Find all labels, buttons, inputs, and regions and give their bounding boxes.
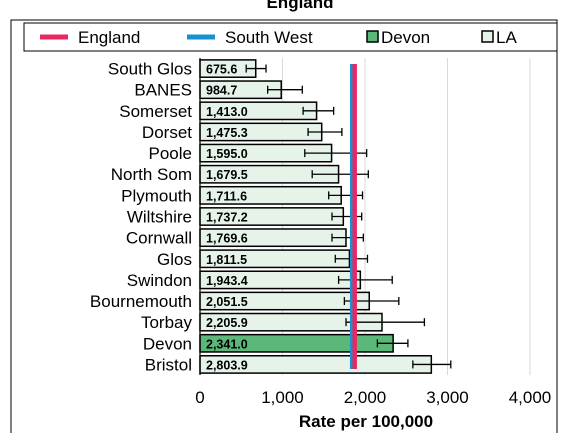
bar-group-plymouth: Plymouth 1,711.6 (121, 185, 364, 205)
legend-label-england: England (78, 28, 140, 47)
x-tick-label-1000: 1,000 (261, 388, 304, 407)
legend-item-south-west: South West (187, 28, 313, 47)
x-axis-label: Rate per 100,000 (299, 412, 433, 431)
x-tick-label-0: 0 (195, 388, 204, 407)
x-tick-label-3000: 3,000 (426, 388, 469, 407)
category-label-cornwall: Cornwall (126, 229, 192, 248)
legend-item-la: LA (481, 28, 517, 47)
bar-group-dorset: Dorset 1,475.3 (142, 122, 343, 142)
x-axis: 0 1,000 2,000 3,000 4,000 (195, 388, 551, 407)
bar-group-poole: Poole 1,595.0 (149, 143, 368, 163)
bar-group-torbay: Torbay 2,205.9 (141, 312, 426, 332)
value-label-swindon: 1,943.4 (206, 274, 248, 288)
x-tick-label-2000: 2,000 (344, 388, 387, 407)
value-label-plymouth: 1,711.6 (206, 189, 247, 203)
category-label-north-som: North Som (111, 165, 192, 184)
category-label-torbay: Torbay (141, 313, 193, 332)
legend-box (23, 22, 558, 52)
value-label-glos: 1,811.5 (206, 253, 247, 267)
legend-item-england: England (40, 28, 140, 47)
legend-swatch-la (481, 30, 494, 43)
bar-group-devon: Devon 2,341.0 (143, 333, 409, 353)
category-label-banes: BANES (134, 81, 192, 100)
value-label-bristol: 2,803.9 (206, 358, 248, 372)
bar-group-swindon: Swindon 1,943.4 (127, 270, 393, 290)
bar-group-north-som: North Som 1,679.5 (111, 164, 369, 184)
value-label-banes: 984.7 (206, 84, 237, 98)
category-label-plymouth: Plymouth (121, 186, 192, 205)
category-label-dorset: Dorset (142, 123, 192, 142)
value-label-devon: 2,341.0 (206, 337, 248, 351)
value-label-bournemouth: 2,051.5 (206, 295, 248, 309)
value-label-wiltshire: 1,737.2 (206, 211, 248, 225)
chart-title-group: England (0, 0, 569, 12)
legend-swatch-devon (366, 30, 379, 43)
x-tick-label-4000: 4,000 (509, 388, 552, 407)
legend: England South West Devon LA (23, 22, 558, 52)
bar-group-south-glos: South Glos 675.6 (108, 59, 267, 79)
bar-group-banes: BANES 984.7 (134, 80, 303, 100)
plot-area: South Glos 675.6 BANES 984.7 Somerset 1,413.0… (10, 19, 558, 435)
category-label-poole: Poole (149, 144, 192, 163)
category-label-somerset: Somerset (119, 102, 192, 121)
legend-label-devon: Devon (381, 28, 430, 47)
category-label-swindon: Swindon (127, 271, 192, 290)
bar-group-somerset: Somerset 1,413.0 (119, 101, 335, 121)
category-label-glos: Glos (157, 250, 192, 269)
value-label-dorset: 1,475.3 (206, 126, 248, 140)
value-label-somerset: 1,413.0 (206, 105, 248, 119)
value-label-cornwall: 1,769.6 (206, 232, 248, 246)
value-label-poole: 1,595.0 (206, 147, 248, 161)
value-label-south-glos: 675.6 (206, 63, 237, 77)
legend-item-devon: Devon (366, 28, 430, 47)
legend-label-south-west: South West (225, 28, 313, 47)
category-label-south-glos: South Glos (108, 60, 192, 79)
bar-group-bournemouth: Bournemouth 2,051.5 (90, 291, 400, 311)
bar-group-glos: Glos 1,811.5 (157, 249, 369, 269)
value-label-north-som: 1,679.5 (206, 168, 248, 182)
bar-group-cornwall: Cornwall 1,769.6 (126, 228, 365, 248)
bar-group-wiltshire: Wiltshire 1,737.2 (127, 207, 363, 227)
bar-group-bristol: Bristol 2,803.9 (145, 355, 452, 374)
category-label-devon: Devon (143, 334, 192, 353)
legend-label-la: LA (496, 28, 517, 47)
value-label-torbay: 2,205.9 (206, 316, 248, 330)
chart-title: England (266, 0, 333, 12)
category-label-wiltshire: Wiltshire (127, 208, 192, 227)
category-label-bournemouth: Bournemouth (90, 292, 192, 311)
category-label-bristol: Bristol (145, 355, 192, 374)
